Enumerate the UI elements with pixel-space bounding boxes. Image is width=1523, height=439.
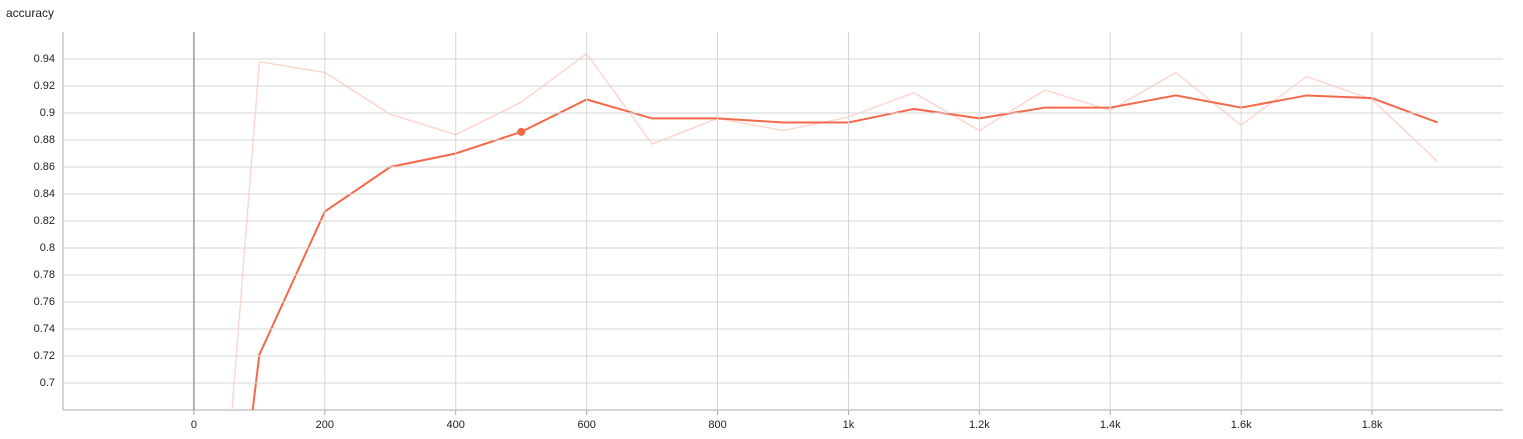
x-tick-label: 1.8k xyxy=(1362,419,1383,431)
x-tick-label: 400 xyxy=(447,419,465,431)
y-tick-label: 0.84 xyxy=(34,188,55,200)
y-tick-label: 0.74 xyxy=(34,323,55,335)
y-tick-label: 0.76 xyxy=(34,296,55,308)
x-tick-label: 1.6k xyxy=(1231,419,1252,431)
y-tick-label: 0.94 xyxy=(34,53,55,65)
plot-area xyxy=(231,52,1439,410)
y-tick-label: 0.7 xyxy=(40,377,55,389)
chart-title: accuracy xyxy=(6,6,54,20)
y-tick-label: 0.9 xyxy=(40,107,55,119)
x-tick-label: 800 xyxy=(708,419,726,431)
series-line xyxy=(251,94,1438,410)
x-tick-label: 1.4k xyxy=(1100,419,1121,431)
y-tick-label: 0.86 xyxy=(34,161,55,173)
y-tick-label: 0.8 xyxy=(40,242,55,254)
x-tick-label: 600 xyxy=(577,419,595,431)
x-tick-label: 0 xyxy=(191,419,197,431)
x-tick-label: 200 xyxy=(316,419,334,431)
y-tick-label: 0.82 xyxy=(34,215,55,227)
x-tick-label: 1.2k xyxy=(969,419,990,431)
y-tick-label: 0.72 xyxy=(34,350,55,362)
y-tick-label: 0.88 xyxy=(34,134,55,146)
x-tick-label: 1k xyxy=(843,419,855,431)
series-line xyxy=(231,52,1439,410)
hover-point xyxy=(517,127,526,136)
y-tick-label: 0.78 xyxy=(34,269,55,281)
y-tick-label: 0.92 xyxy=(34,80,55,92)
